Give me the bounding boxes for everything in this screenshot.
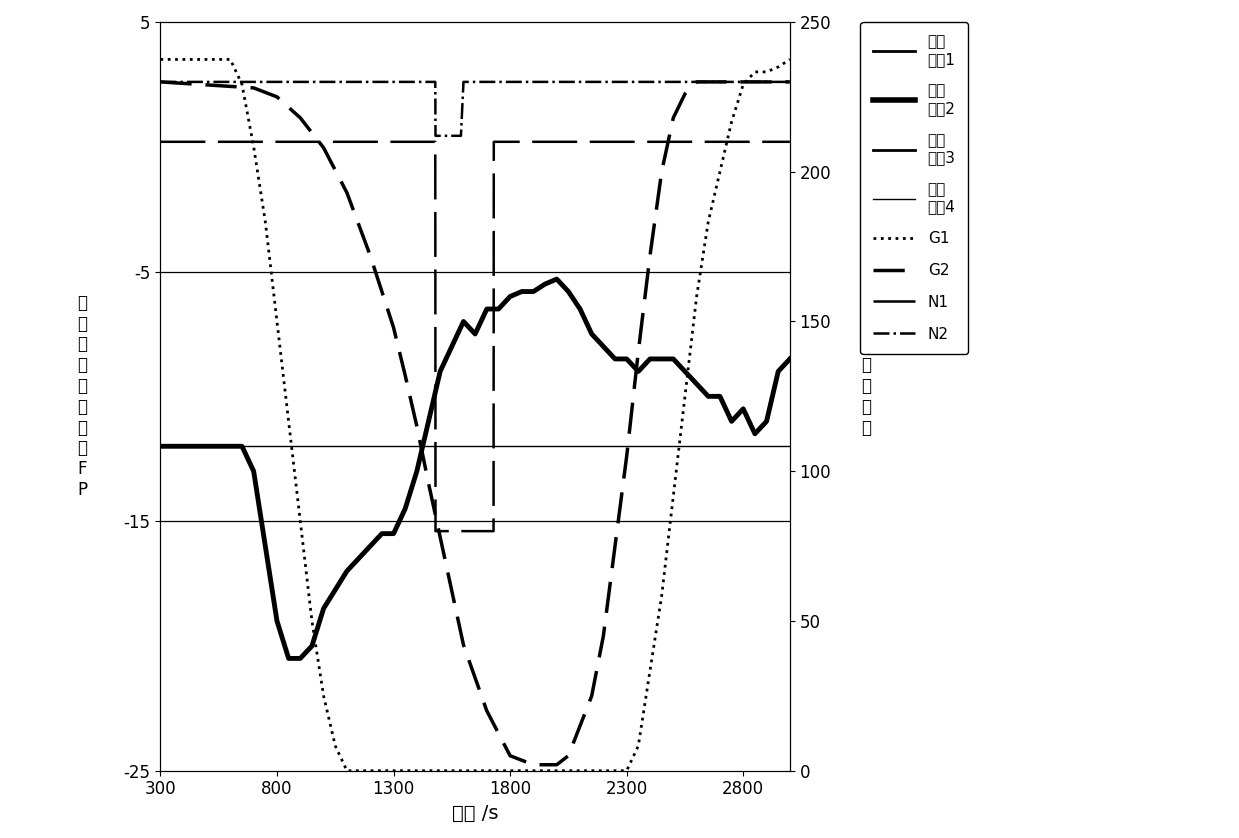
Y-axis label: 棒
位
／
步: 棒 位 ／ 步 (861, 356, 871, 437)
Y-axis label: 轴
向
功
率
偏
差
／
％
F
P: 轴 向 功 率 偏 差 ／ ％ F P (77, 294, 87, 499)
Legend: 轴向
偏差1, 轴向
偏差2, 轴向
偏差3, 轴向
偏差4, G1, G2, N1, N2: 轴向 偏差1, 轴向 偏差2, 轴向 偏差3, 轴向 偏差4, G1, G2, … (860, 22, 968, 354)
X-axis label: 时间 /s: 时间 /s (452, 804, 498, 823)
